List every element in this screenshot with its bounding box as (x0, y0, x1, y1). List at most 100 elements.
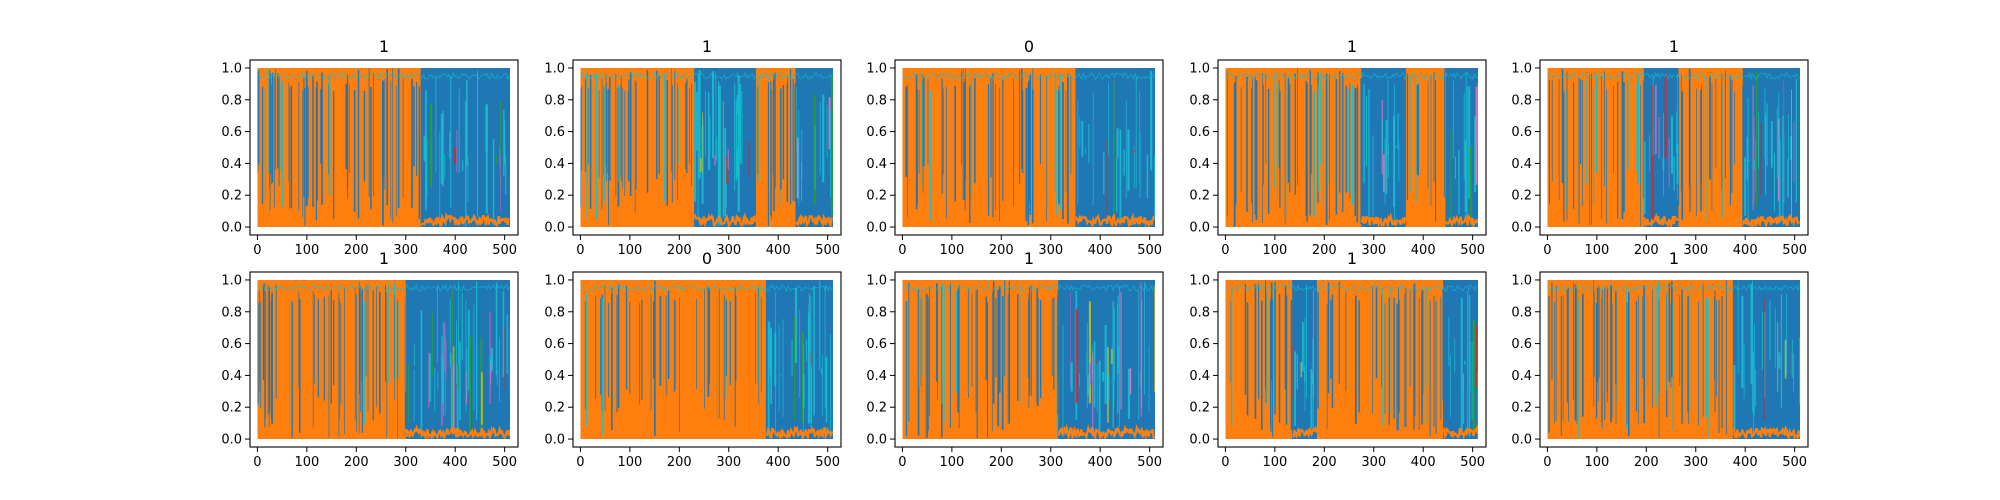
x-tick-label: 400 (1411, 455, 1436, 470)
series-blue-streak (917, 89, 918, 205)
series-blue-streak (663, 74, 666, 202)
series-blue-streak (729, 301, 731, 386)
y-tick-label: 1.0 (1511, 273, 1532, 288)
series-minor-streak (702, 112, 703, 173)
series-blue-streak (257, 71, 259, 173)
axes-frame (249, 59, 519, 236)
series-minor-streak (1312, 290, 1314, 399)
plot-area (1540, 60, 1808, 235)
series-blue-streak (1046, 75, 1048, 207)
x-tick-label: 200 (989, 243, 1014, 258)
series-blue-streak (1234, 83, 1236, 217)
y-tick-label: 0.0 (1189, 433, 1210, 448)
series-blue-streak (1325, 73, 1328, 225)
y-tick-label: 0.4 (1511, 157, 1532, 172)
series-minor-streak (737, 75, 740, 212)
series-blue-streak (921, 289, 922, 398)
series-minor-streak (1777, 321, 1779, 392)
subplot-5: 1 0 100 200 300 400 500 0.0 0.2 0.4 0.6 0.8 1.0 (1511, 37, 1809, 258)
series-minor-streak (1787, 158, 1789, 198)
series-minor-streak (824, 285, 826, 409)
plot-left-margin (1218, 272, 1226, 447)
series-blue-streak (376, 286, 377, 408)
plot-left-margin (250, 272, 258, 447)
series-blue-streak (757, 78, 759, 183)
axes-frame (572, 59, 842, 236)
plot-bottom-margin (250, 439, 518, 447)
series-blue-streak (941, 78, 943, 194)
series-blue-streak (1671, 281, 1673, 378)
series-blue-streak (686, 78, 688, 174)
series-blue-streak (1681, 91, 1684, 220)
series-minor-streak (715, 71, 717, 165)
series-blue-streak (354, 287, 356, 421)
series-blue-streak (666, 79, 669, 206)
series-minor-streak (1111, 348, 1113, 364)
series-blue-streak (1689, 69, 1691, 212)
series-minor-streak (440, 113, 443, 185)
y-tick-label: 0.8 (1189, 93, 1210, 108)
series-blue-streak (971, 80, 972, 203)
series-minor-streak (1088, 301, 1092, 404)
series-blue-streak (1354, 87, 1356, 216)
series-blue-streak (990, 89, 992, 174)
series-blue-streak (1440, 296, 1442, 420)
series-blue-streak (937, 284, 938, 401)
series-minor-streak (813, 94, 816, 205)
series-blue-streak (1610, 285, 1612, 423)
series-blue-streak (275, 69, 276, 170)
series-blue-streak (949, 283, 951, 428)
plot-right-margin (510, 272, 518, 447)
y-tick-label: 0.4 (221, 157, 242, 172)
y-tick-label: 0.0 (544, 221, 565, 236)
series-blue-streak (1742, 85, 1743, 225)
series-blue-streak (650, 294, 652, 411)
series-blue-streak (1430, 74, 1432, 206)
x-tick-label: 0 (898, 243, 906, 258)
series-blue-streak (1574, 284, 1577, 421)
series-minor-streak (1120, 292, 1122, 410)
series-blue-streak (328, 296, 330, 438)
series-minor-streak (1664, 73, 1667, 159)
series-minor-streak (1117, 295, 1119, 374)
plot-top-margin (1540, 60, 1808, 68)
series-blue-streak (915, 74, 918, 210)
series-blue-streak (1284, 73, 1286, 225)
plot-bottom-margin (895, 227, 1163, 235)
series-minor-streak (1776, 107, 1778, 179)
series-blue-streak (387, 283, 389, 384)
series-blue-streak (1429, 300, 1431, 437)
series-blue-streak (754, 292, 756, 384)
plot-right-margin (1800, 272, 1808, 447)
axes-frame (1217, 59, 1487, 236)
series-blue-streak (1731, 80, 1733, 193)
series-minor-streak (1070, 362, 1073, 392)
plot-right-margin (833, 60, 841, 235)
x-tick-label: 300 (1361, 455, 1386, 470)
series-blue-streak (971, 293, 973, 387)
series-blue-streak (267, 284, 269, 415)
series-blue-streak (958, 285, 960, 429)
series-blue-streak (1329, 73, 1330, 221)
y-tick-label: 0.2 (221, 189, 242, 204)
plot-left-margin (895, 272, 903, 447)
series-minor-streak (1087, 374, 1089, 397)
series-minor-streak (504, 120, 506, 166)
series-blue-streak (975, 290, 977, 413)
series-minor-streak (767, 321, 770, 436)
series-minor-streak (1302, 322, 1304, 372)
series-blue-streak (1028, 80, 1030, 203)
series-blue-streak (1427, 80, 1429, 189)
series-blue-streak (317, 299, 319, 398)
series-blue-streak (1285, 76, 1287, 219)
series-minor-streak (1750, 284, 1753, 385)
y-tick-label: 0.6 (221, 125, 242, 140)
series-blue-streak (1043, 296, 1045, 381)
series-blue-streak (1039, 74, 1041, 165)
series-minor-streak (1079, 117, 1081, 148)
series-top-noise (1546, 283, 1801, 293)
series-blue-streak (1240, 87, 1242, 193)
series-minor-streak (1089, 363, 1092, 385)
series-blue-streak (696, 299, 697, 389)
y-tick-label: 0.8 (866, 305, 887, 320)
